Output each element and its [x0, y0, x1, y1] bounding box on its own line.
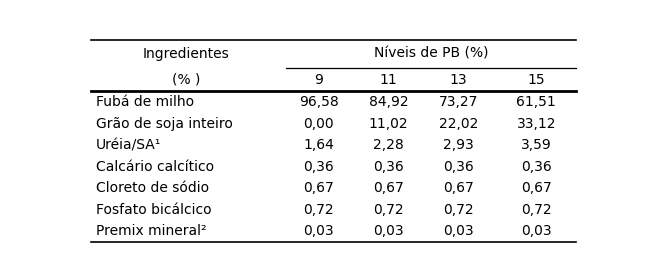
Text: 22,02: 22,02	[439, 117, 479, 131]
Text: Cloreto de sódio: Cloreto de sódio	[96, 181, 209, 195]
Text: 0,67: 0,67	[443, 181, 474, 195]
Text: Níveis de PB (%): Níveis de PB (%)	[374, 47, 488, 61]
Text: 0,03: 0,03	[521, 224, 552, 238]
Text: 15: 15	[528, 73, 545, 87]
Text: 0,67: 0,67	[521, 181, 552, 195]
Text: 0,36: 0,36	[443, 160, 474, 174]
Text: 0,36: 0,36	[521, 160, 552, 174]
Text: 0,36: 0,36	[303, 160, 334, 174]
Text: 0,72: 0,72	[443, 203, 474, 217]
Text: Calcário calcítico: Calcário calcítico	[96, 160, 214, 174]
Text: 0,72: 0,72	[303, 203, 334, 217]
Text: 1,64: 1,64	[303, 138, 334, 152]
Text: Uréia/SA¹: Uréia/SA¹	[96, 138, 161, 152]
Text: 11: 11	[380, 73, 397, 87]
Text: 96,58: 96,58	[298, 95, 339, 109]
Text: 0,03: 0,03	[303, 224, 334, 238]
Text: 84,92: 84,92	[369, 95, 408, 109]
Text: 0,03: 0,03	[373, 224, 404, 238]
Text: 0,36: 0,36	[373, 160, 404, 174]
Text: (% ): (% )	[172, 73, 200, 87]
Text: 2,93: 2,93	[443, 138, 474, 152]
Text: Ingredientes: Ingredientes	[143, 47, 229, 61]
Text: Fubá de milho: Fubá de milho	[96, 95, 194, 109]
Text: 0,72: 0,72	[373, 203, 404, 217]
Text: 2,28: 2,28	[373, 138, 404, 152]
Text: 13: 13	[450, 73, 468, 87]
Text: Premix mineral²: Premix mineral²	[96, 224, 206, 238]
Text: 33,12: 33,12	[517, 117, 556, 131]
Text: 61,51: 61,51	[516, 95, 556, 109]
Text: 73,27: 73,27	[439, 95, 479, 109]
Text: 11,02: 11,02	[369, 117, 408, 131]
Text: 0,00: 0,00	[303, 117, 334, 131]
Text: 0,67: 0,67	[303, 181, 334, 195]
Text: 9: 9	[314, 73, 323, 87]
Text: Grão de soja inteiro: Grão de soja inteiro	[96, 117, 233, 131]
Text: 0,03: 0,03	[443, 224, 474, 238]
Text: Fosfato bicálcico: Fosfato bicálcico	[96, 203, 211, 217]
Text: 0,67: 0,67	[373, 181, 404, 195]
Text: 3,59: 3,59	[521, 138, 552, 152]
Text: 0,72: 0,72	[521, 203, 552, 217]
